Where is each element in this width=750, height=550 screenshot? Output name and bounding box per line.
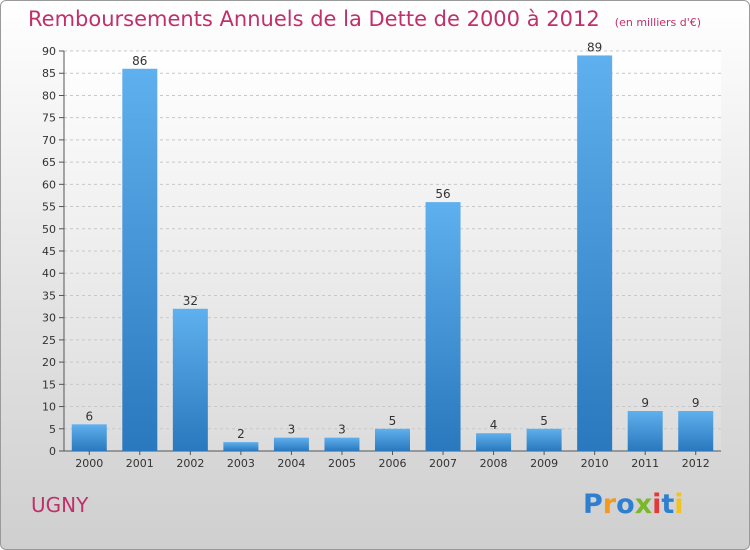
x-tick-label: 2010 xyxy=(581,457,609,470)
data-label: 3 xyxy=(288,423,296,437)
bar xyxy=(172,308,208,451)
data-label: 89 xyxy=(587,40,602,54)
data-label: 3 xyxy=(338,423,346,437)
logo-letter: i xyxy=(652,489,662,520)
bar xyxy=(273,437,309,451)
y-tick-label: 45 xyxy=(42,245,56,258)
y-tick-label: 40 xyxy=(42,267,56,280)
chart-subtitle: (en milliers d'€) xyxy=(614,16,702,29)
y-tick-label: 70 xyxy=(42,134,56,147)
x-tick-label: 2003 xyxy=(227,457,255,470)
logo-letter: r xyxy=(602,489,617,520)
data-label: 4 xyxy=(490,418,498,432)
y-tick-label: 65 xyxy=(42,156,56,169)
x-tick-label: 2002 xyxy=(176,457,204,470)
logo-letter: P xyxy=(583,489,603,520)
bar xyxy=(375,428,410,451)
data-label: 6 xyxy=(85,409,93,423)
data-label: 5 xyxy=(389,414,397,428)
y-tick-label: 85 xyxy=(42,67,56,80)
x-tick-label: 2012 xyxy=(682,457,710,470)
y-tick-label: 5 xyxy=(49,423,56,436)
y-tick-label: 10 xyxy=(42,401,56,414)
x-tick-label: 2009 xyxy=(530,457,558,470)
data-label: 9 xyxy=(641,396,649,410)
y-tick-label: 60 xyxy=(42,178,56,191)
y-tick-label: 35 xyxy=(42,289,56,302)
logo-letter: t xyxy=(661,489,675,520)
y-tick-label: 25 xyxy=(42,334,56,347)
x-tick-label: 2004 xyxy=(277,457,305,470)
data-label: 86 xyxy=(132,54,147,68)
chart-title: Remboursements Annuels de la Dette de 20… xyxy=(28,7,600,31)
x-tick-label: 2007 xyxy=(429,457,457,470)
data-label: 32 xyxy=(183,294,198,308)
x-tick-label: 2008 xyxy=(480,457,508,470)
bar xyxy=(324,437,360,451)
bar xyxy=(577,55,613,451)
bar xyxy=(223,442,259,451)
bar xyxy=(678,411,714,451)
y-tick-label: 20 xyxy=(42,356,56,369)
commune-name: UGNY xyxy=(31,493,89,517)
logo-letter: x xyxy=(634,489,653,520)
y-tick-label: 50 xyxy=(42,223,56,236)
y-tick-label: 80 xyxy=(42,89,56,102)
y-tick-label: 75 xyxy=(42,112,56,125)
proxiti-logo: Proxiti xyxy=(583,489,684,520)
data-label: 56 xyxy=(435,187,450,201)
y-tick-label: 30 xyxy=(42,312,56,325)
bar xyxy=(122,68,158,452)
data-label: 5 xyxy=(540,414,548,428)
y-tick-label: 90 xyxy=(42,45,56,58)
x-tick-label: 2006 xyxy=(379,457,407,470)
x-tick-label: 2001 xyxy=(126,457,154,470)
data-label: 2 xyxy=(237,427,245,441)
logo-letter: i xyxy=(674,489,684,520)
x-tick-label: 2005 xyxy=(328,457,356,470)
title-block: Remboursements Annuels de la Dette de 20… xyxy=(28,7,701,31)
y-tick-label: 15 xyxy=(42,378,56,391)
y-tick-label: 55 xyxy=(42,201,56,214)
bar xyxy=(71,424,107,451)
bar xyxy=(476,433,512,451)
bar xyxy=(425,202,461,451)
bar xyxy=(526,428,562,451)
data-label: 9 xyxy=(692,396,700,410)
bar xyxy=(627,411,663,451)
y-tick-label: 0 xyxy=(49,445,56,458)
x-tick-label: 2011 xyxy=(631,457,659,470)
x-tick-label: 2000 xyxy=(75,457,103,470)
logo-letter: o xyxy=(616,489,635,520)
